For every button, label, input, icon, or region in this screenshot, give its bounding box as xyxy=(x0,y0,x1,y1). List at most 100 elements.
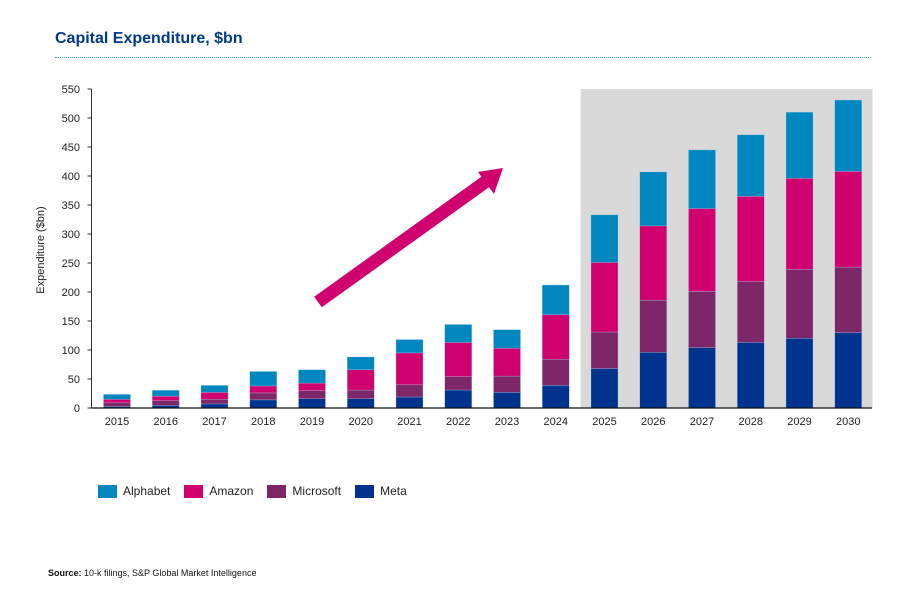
y-tick-label: 450 xyxy=(62,142,80,154)
bar-meta-2026 xyxy=(639,352,667,409)
bar-alphabet-2029 xyxy=(785,111,814,179)
bar-meta-2022 xyxy=(444,389,472,409)
bar-alphabet-2019 xyxy=(298,369,326,384)
bar-alphabet-2021 xyxy=(395,339,424,354)
y-tick-label: 550 xyxy=(62,84,80,96)
bar-amazon-2017 xyxy=(200,392,229,400)
bar-amazon-2016 xyxy=(152,395,180,401)
legend-swatch xyxy=(184,484,204,498)
forecast-shade xyxy=(580,89,873,408)
bar-amazon-2028 xyxy=(737,196,765,282)
bar-alphabet-2016 xyxy=(152,390,180,397)
trend-arrow-head xyxy=(478,168,503,194)
bar-meta-2025 xyxy=(590,368,619,409)
legend-item-meta: Meta xyxy=(355,484,407,498)
title-divider xyxy=(55,57,871,58)
bar-alphabet-2023 xyxy=(493,329,521,349)
source-note: Source: 10-k filings, S&P Global Market … xyxy=(48,568,256,578)
source-text: 10-k filings, S&P Global Market Intellig… xyxy=(84,568,257,578)
bar-microsoft-2020 xyxy=(347,389,375,399)
x-tick-label: 2015 xyxy=(105,416,129,428)
bar-meta-2019 xyxy=(298,398,326,409)
bar-microsoft-2021 xyxy=(395,384,424,398)
legend: Alphabet Amazon Microsoft Meta xyxy=(98,484,407,498)
legend-item-microsoft: Microsoft xyxy=(267,484,341,498)
x-tick-label: 2028 xyxy=(739,416,763,428)
bar-amazon-2024 xyxy=(542,314,570,360)
x-tick-label: 2022 xyxy=(446,416,470,428)
bar-amazon-2023 xyxy=(493,348,521,377)
x-tick-label: 2026 xyxy=(641,416,665,428)
bar-microsoft-2023 xyxy=(493,375,521,393)
y-tick-label: 500 xyxy=(62,113,80,125)
bar-meta-2027 xyxy=(688,347,716,409)
x-tick-label: 2023 xyxy=(495,416,519,428)
legend-label: Microsoft xyxy=(292,484,342,498)
bar-microsoft-2015 xyxy=(103,402,131,407)
bar-microsoft-2019 xyxy=(298,390,326,399)
bar-amazon-2025 xyxy=(590,262,619,333)
legend-swatch xyxy=(355,484,375,498)
x-tick-label: 2030 xyxy=(836,416,860,428)
y-tick-label: 300 xyxy=(62,229,80,241)
bar-microsoft-2018 xyxy=(249,392,277,401)
bar-meta-2021 xyxy=(395,396,424,409)
y-tick-label: 200 xyxy=(62,287,80,299)
legend-item-amazon: Amazon xyxy=(184,484,253,498)
bar-meta-2023 xyxy=(493,392,521,409)
bar-microsoft-2025 xyxy=(590,331,619,369)
x-tick-label: 2016 xyxy=(154,416,178,428)
legend-swatch xyxy=(98,484,117,498)
y-tick-label: 250 xyxy=(62,258,80,270)
y-tick-label: 50 xyxy=(68,374,80,386)
bar-amazon-2020 xyxy=(347,369,375,391)
bar-alphabet-2017 xyxy=(200,385,229,393)
bar-alphabet-2015 xyxy=(103,394,131,400)
x-tick-label: 2024 xyxy=(544,416,568,428)
x-tick-label: 2027 xyxy=(690,416,714,428)
legend-label: Alphabet xyxy=(123,484,171,498)
legend-label: Meta xyxy=(380,484,407,498)
bar-amazon-2021 xyxy=(395,352,424,386)
bar-microsoft-2022 xyxy=(444,376,472,391)
bar-amazon-2026 xyxy=(639,225,667,301)
bar-alphabet-2027 xyxy=(688,149,716,209)
bar-alphabet-2022 xyxy=(444,324,472,343)
x-tick-label: 2021 xyxy=(397,416,421,428)
x-tick-label: 2025 xyxy=(592,416,616,428)
bar-amazon-2027 xyxy=(688,208,716,292)
bar-amazon-2019 xyxy=(298,382,326,391)
bar-alphabet-2020 xyxy=(347,356,375,370)
bar-meta-2020 xyxy=(347,398,375,409)
legend-label: Amazon xyxy=(209,484,254,498)
chart-title: Capital Expenditure, $bn xyxy=(55,30,243,47)
bar-amazon-2022 xyxy=(444,342,472,377)
bar-microsoft-2024 xyxy=(542,359,570,386)
bar-microsoft-2026 xyxy=(639,299,667,353)
bar-meta-2028 xyxy=(737,342,765,409)
x-tick-label: 2019 xyxy=(300,416,324,428)
bar-alphabet-2025 xyxy=(590,214,619,263)
trend-arrow-shaft xyxy=(314,174,492,308)
x-tick-label: 2020 xyxy=(349,416,373,428)
y-tick-label: 100 xyxy=(62,345,80,357)
bar-amazon-2030 xyxy=(834,171,862,268)
bar-amazon-2029 xyxy=(785,178,814,270)
bar-microsoft-2029 xyxy=(785,269,814,339)
bar-alphabet-2024 xyxy=(542,284,570,315)
bar-meta-2030 xyxy=(834,332,862,409)
legend-swatch xyxy=(267,484,287,498)
legend-item-alphabet: Alphabet xyxy=(98,484,170,498)
y-tick-label: 350 xyxy=(62,200,80,212)
bar-meta-2029 xyxy=(785,338,814,409)
x-tick-label: 2017 xyxy=(202,416,226,428)
y-axis-label: Expenditure ($bn) xyxy=(35,206,47,293)
bar-alphabet-2018 xyxy=(249,371,277,387)
bar-microsoft-2028 xyxy=(737,281,765,343)
bar-meta-2017 xyxy=(200,403,229,409)
bar-microsoft-2016 xyxy=(152,400,180,406)
y-tick-label: 150 xyxy=(62,316,80,328)
bar-alphabet-2030 xyxy=(834,99,862,172)
bar-microsoft-2027 xyxy=(688,291,716,348)
